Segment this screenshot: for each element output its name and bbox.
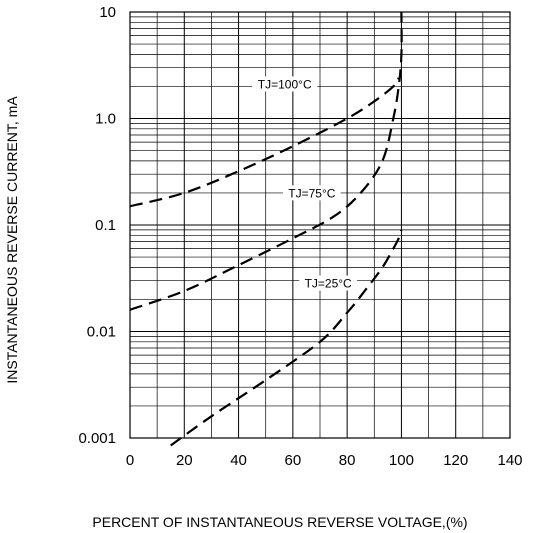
x-tick-labels: 0 20 40 60 80 100 120 140 — [126, 452, 523, 469]
curve-labels: TJ=100°C TJ=75°C TJ=25°C — [252, 76, 358, 291]
y-tick-label: 1.0 — [95, 111, 116, 128]
x-tick-label: 80 — [339, 452, 356, 469]
series-label-bg — [299, 275, 358, 291]
y-axis-label: INSTANTANEOUS REVERSE CURRENT, mA — [4, 96, 20, 384]
x-tick-label: 120 — [443, 452, 468, 469]
series-label-1: TJ=100°C — [258, 77, 312, 91]
y-tick-label: 0.01 — [87, 324, 116, 341]
series-label-2: TJ=75°C — [288, 186, 335, 200]
plot-frame — [129, 11, 511, 439]
x-tick-label: 40 — [230, 452, 247, 469]
x-tick-label: 20 — [176, 452, 193, 469]
series-label-bg — [282, 185, 341, 201]
series-line-3 — [170, 229, 403, 447]
series-line-1 — [129, 77, 400, 208]
x-tick-label: 140 — [497, 452, 522, 469]
series-line-2 — [129, 11, 403, 311]
series-label-3: TJ=25°C — [305, 277, 352, 291]
x-tick-label: 100 — [389, 452, 414, 469]
y-tick-labels: 0.001 0.01 0.1 1.0 10 — [78, 4, 116, 447]
y-tick-label: 0.1 — [95, 217, 116, 234]
x-tick-label: 0 — [126, 452, 134, 469]
y-tick-label: 0.001 — [78, 430, 116, 447]
x-axis-label: PERCENT OF INSTANTANEOUS REVERSE VOLTAGE… — [92, 514, 467, 530]
x-tick-label: 60 — [285, 452, 302, 469]
series-label-bg — [252, 76, 318, 92]
y-tick-label: 10 — [99, 4, 116, 21]
curves — [129, 11, 403, 447]
